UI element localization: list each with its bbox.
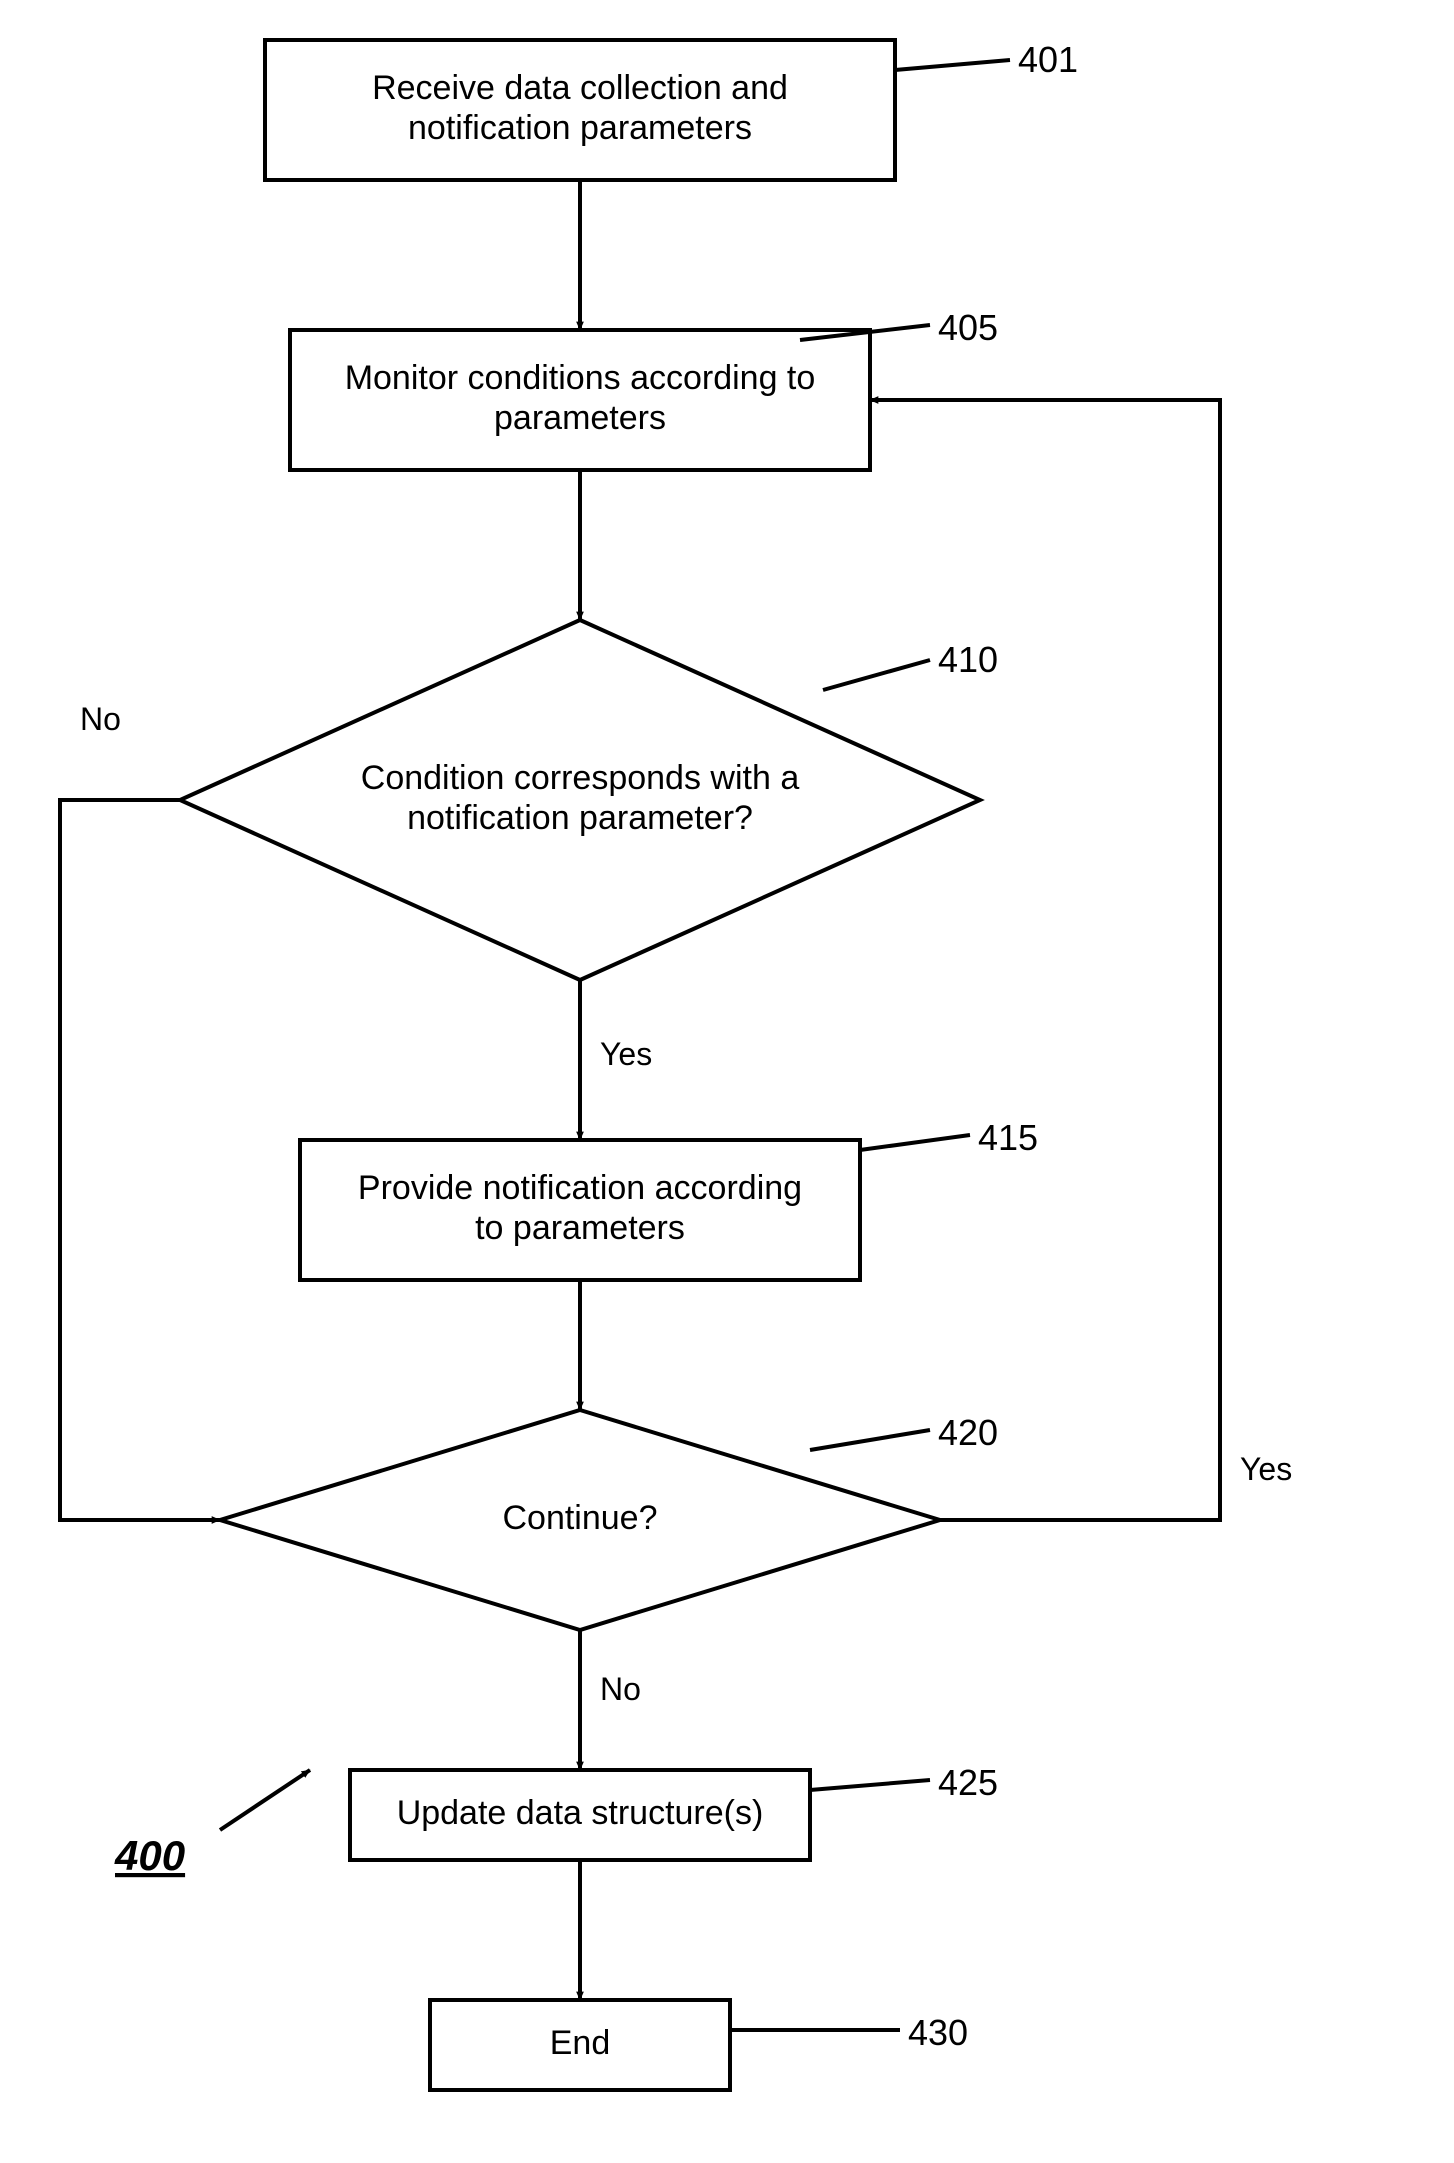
ref-n410: 410	[938, 639, 998, 680]
node-n420-line0: Continue?	[502, 1499, 657, 1537]
leader-n410	[823, 660, 930, 690]
edge-e8	[870, 400, 1220, 1520]
figure-label-arrow	[220, 1770, 310, 1830]
figure-label: 400	[114, 1832, 185, 1879]
node-n401: Receive data collection andnotification …	[265, 40, 895, 180]
node-n415-line1: to parameters	[475, 1209, 685, 1247]
edge-label-e5: No	[600, 1671, 641, 1707]
ref-n420: 420	[938, 1412, 998, 1453]
node-n401-line1: notification parameters	[408, 109, 752, 147]
node-n415-line0: Provide notification according	[358, 1169, 802, 1207]
ref-n425: 425	[938, 1762, 998, 1803]
edge-e7	[60, 800, 220, 1520]
edge-label-e7: No	[80, 701, 121, 737]
ref-n430: 430	[908, 2012, 968, 2053]
edge-label-e3: Yes	[600, 1036, 652, 1072]
node-n405-line0: Monitor conditions according to	[345, 359, 816, 397]
leader-n401	[895, 60, 1010, 70]
node-n410-line1: notification parameter?	[407, 799, 753, 837]
node-n430-line0: End	[550, 2024, 611, 2062]
edge-label-e8: Yes	[1240, 1451, 1292, 1487]
node-n410-line0: Condition corresponds with a	[361, 759, 800, 797]
leader-n425	[810, 1780, 930, 1790]
node-n425: Update data structure(s)	[350, 1770, 810, 1860]
ref-n415: 415	[978, 1117, 1038, 1158]
node-n410: Condition corresponds with anotification…	[180, 620, 980, 980]
node-n405: Monitor conditions according toparameter…	[290, 330, 870, 470]
node-n405-line1: parameters	[494, 399, 666, 437]
node-n401-line0: Receive data collection and	[372, 69, 788, 107]
flowchart-canvas: Receive data collection andnotification …	[0, 0, 1454, 2163]
node-n425-line0: Update data structure(s)	[397, 1794, 764, 1832]
leader-n420	[810, 1430, 930, 1450]
node-n415: Provide notification accordingto paramet…	[300, 1140, 860, 1280]
leader-n415	[860, 1135, 970, 1150]
ref-n405: 405	[938, 307, 998, 348]
node-n430: End	[430, 2000, 730, 2090]
ref-n401: 401	[1018, 39, 1078, 80]
node-n420: Continue?	[220, 1410, 940, 1630]
